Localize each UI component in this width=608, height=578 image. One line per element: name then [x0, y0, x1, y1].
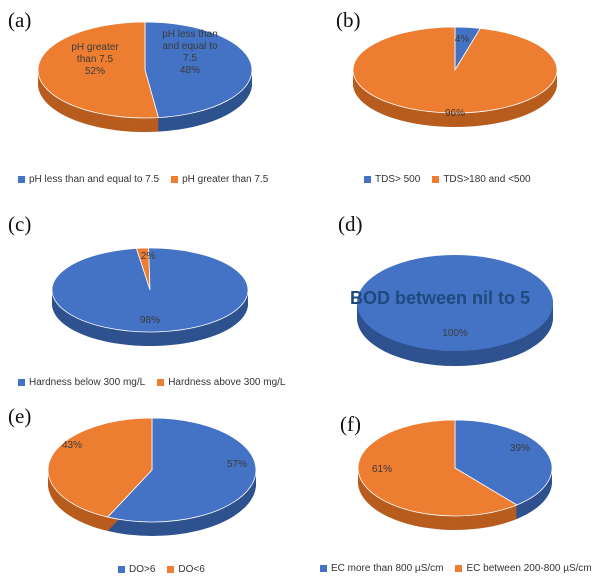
pie-slice-label: 98%	[140, 315, 160, 326]
legend-label: TDS> 500	[375, 174, 421, 185]
legend-label: DO>6	[129, 564, 156, 575]
pie-slice-label: 4%	[455, 34, 470, 45]
panel-label-d: (d)	[338, 212, 363, 236]
legend-swatch	[320, 565, 327, 572]
pie-slice	[352, 26, 558, 114]
pie-slice	[357, 419, 518, 517]
pie-slice	[37, 21, 159, 119]
legend-f: EC more than 800 µS/cm EC between 200-80…	[320, 563, 604, 574]
pie-slice	[454, 419, 553, 506]
pie-chart-d: 100%	[357, 255, 553, 366]
pie-chart-c: 2% 98%	[51, 247, 249, 346]
legend-item: DO<6	[167, 564, 205, 575]
legend-b: TDS> 500 TDS>180 and <500	[364, 174, 543, 185]
pie-overlay-title-d: BOD between nil to 5	[350, 288, 531, 308]
legend-item: EC between 200-800 µS/cm	[455, 563, 592, 574]
legend-item: EC more than 800 µS/cm	[320, 563, 443, 574]
legend-item: TDS> 500	[364, 174, 420, 185]
pie-slice	[144, 21, 253, 119]
pie-slice-label: 2%	[141, 251, 156, 262]
legend-item: pH less than and equal to 7.5	[18, 174, 159, 185]
legend-swatch	[157, 379, 165, 386]
pie-slice-label: 61%	[372, 464, 392, 475]
legend-swatch	[171, 176, 179, 183]
pie-slice-label: 96%	[445, 108, 465, 119]
pie-slice	[357, 255, 553, 351]
panel-label-a: (a)	[8, 8, 32, 32]
legend-label: DO<6	[178, 564, 205, 575]
legend-item: DO>6	[118, 564, 155, 575]
legend-e: DO>6 DO<6	[118, 564, 217, 575]
panel-label-e: (e)	[8, 404, 32, 428]
legend-label: pH less than and equal to 7.5	[29, 174, 160, 185]
legend-label: Hardness above 300 mg/L	[168, 377, 286, 388]
legend-item: TDS>180 and <500	[432, 174, 531, 185]
legend-label: TDS>180 and <500	[443, 174, 531, 185]
pie-chart-a: pH less than and equal to 7.5 48% pH greater…	[37, 21, 253, 132]
legend-label: EC more than 800 µS/cm	[331, 563, 444, 574]
pie-slice-label: pH greater than 7.5 52%	[71, 42, 119, 77]
panel-label-b: (b)	[336, 8, 361, 32]
pie-chart-b: 4% 96%	[352, 26, 558, 127]
pie-slice	[106, 417, 257, 523]
pie-slice-label: pH less than and equal to 7.5 48%	[162, 29, 218, 76]
legend-item: pH greater than 7.5	[171, 174, 268, 185]
legend-swatch	[118, 566, 125, 573]
pie-slice-label: 57%	[227, 459, 247, 470]
legend-a: pH less than and equal to 7.5 pH greater…	[18, 174, 280, 185]
legend-label: Hardness below 300 mg/L	[29, 377, 146, 388]
legend-swatch	[18, 379, 25, 386]
panel-label-f: (f)	[340, 412, 361, 436]
legend-swatch	[167, 566, 175, 573]
legend-swatch	[455, 565, 463, 572]
panel-label-c: (c)	[8, 212, 32, 236]
legend-item: Hardness below 300 mg/L	[18, 377, 145, 388]
legend-item: Hardness above 300 mg/L	[157, 377, 285, 388]
pie-slice-label: 43%	[62, 440, 82, 451]
pie-slice-label: 100%	[442, 328, 468, 339]
legend-c: Hardness below 300 mg/L Hardness above 3…	[18, 377, 297, 388]
legend-label: pH greater than 7.5	[182, 174, 269, 185]
pie-slice	[47, 417, 153, 518]
pie-slice	[51, 247, 249, 333]
pie-slice-label: 39%	[510, 443, 530, 454]
legend-swatch	[364, 176, 371, 183]
legend-swatch	[18, 176, 25, 183]
legend-label: EC between 200-800 µS/cm	[466, 563, 592, 574]
legend-swatch	[432, 176, 440, 183]
pie-chart-e: 57% 43%	[47, 417, 257, 536]
